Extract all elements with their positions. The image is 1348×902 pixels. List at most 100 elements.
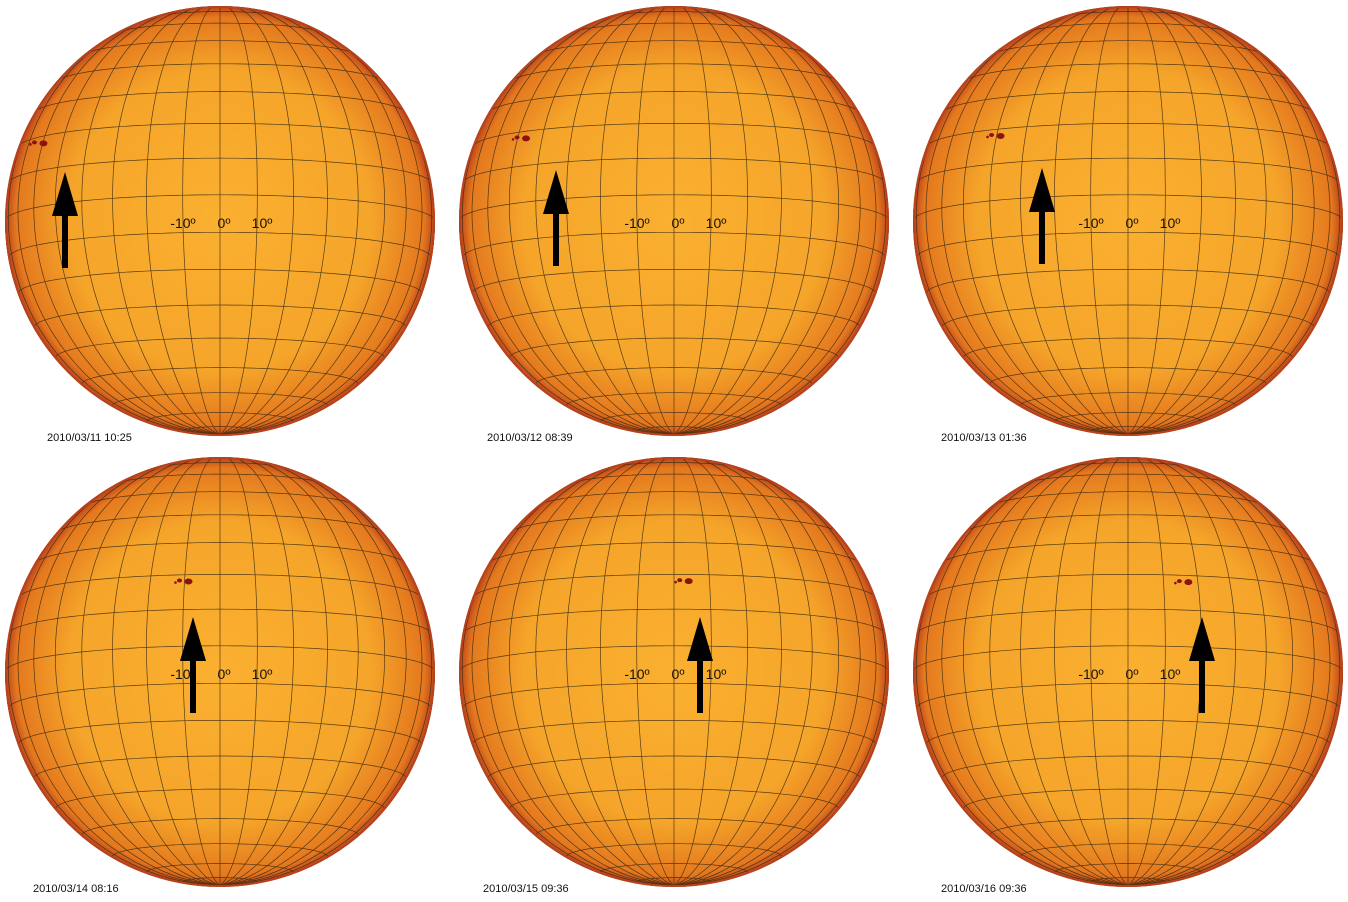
solar-limb xyxy=(913,6,1343,436)
meridian-line xyxy=(673,458,813,886)
parallel-line xyxy=(1023,22,1233,34)
longitude-label: -10º xyxy=(170,666,195,682)
sunspot xyxy=(674,580,678,584)
meridian-line xyxy=(1127,457,1236,886)
arrow-head xyxy=(1029,168,1055,212)
sunspot xyxy=(174,581,177,584)
sunspot xyxy=(684,578,693,585)
longitude-label: 10º xyxy=(706,666,727,682)
longitude-label: -10º xyxy=(624,666,649,682)
parallel-line xyxy=(916,157,1340,184)
parallel-line xyxy=(488,542,860,564)
sunspot xyxy=(989,132,995,137)
meridian-line xyxy=(1127,6,1166,435)
parallel-line xyxy=(182,426,258,433)
arrow-shaft xyxy=(1199,657,1205,713)
sunspot xyxy=(29,143,32,146)
parallel-line xyxy=(925,269,1331,295)
longitude-label: -10º xyxy=(1078,666,1103,682)
parallel-line xyxy=(7,682,433,710)
solar-disk-panel-5: -10º 0º 10º xyxy=(459,457,889,887)
parallel-line xyxy=(8,157,432,184)
solar-limb xyxy=(5,6,435,436)
meridian-line xyxy=(941,461,1129,886)
meridian-line xyxy=(1127,458,1267,886)
parallel-line xyxy=(535,367,813,388)
sunspot xyxy=(996,132,1005,139)
parallel-line xyxy=(17,269,423,295)
parallel-line xyxy=(5,645,435,673)
parallel-line xyxy=(115,22,325,34)
meridian-line xyxy=(535,458,675,886)
parallel-line xyxy=(461,231,887,259)
meridian-line xyxy=(146,6,221,435)
solar-disk-panel-6: -10º 0º 10º xyxy=(913,457,1343,887)
parallel-line xyxy=(54,337,386,360)
sunspot xyxy=(176,578,182,583)
parallel-line xyxy=(925,720,1331,746)
panel-3-timestamp: 2010/03/13 01:36 xyxy=(941,432,1027,444)
arrow-head xyxy=(1189,617,1215,661)
meridian-line xyxy=(1054,457,1129,886)
parallel-line xyxy=(462,157,886,184)
arrow-shaft xyxy=(697,657,703,713)
parallel-line xyxy=(488,91,860,113)
meridian-line xyxy=(219,7,359,435)
longitude-label: 0º xyxy=(1126,215,1139,231)
meridian-line xyxy=(673,10,861,435)
longitude-label: -10º xyxy=(1078,215,1103,231)
panel-5-timestamp: 2010/03/15 09:36 xyxy=(483,883,569,895)
meridian-line xyxy=(1020,457,1129,886)
sunspot xyxy=(39,140,48,147)
meridian-line xyxy=(1127,7,1267,435)
parallel-line xyxy=(913,645,1343,673)
meridian-line xyxy=(636,6,675,435)
solar-limb xyxy=(459,457,889,887)
meridian-line xyxy=(219,461,407,886)
parallel-line xyxy=(566,392,782,409)
meridian-line xyxy=(673,6,782,435)
meridian-line xyxy=(1127,10,1315,435)
heliographic-grid xyxy=(5,6,435,435)
parallel-line xyxy=(459,645,889,673)
parallel-line xyxy=(915,682,1341,710)
sunspot-indicator-arrow xyxy=(52,172,78,268)
meridian-line xyxy=(1127,457,1166,886)
meridian-line xyxy=(219,6,258,435)
meridian-line xyxy=(219,457,258,886)
parallel-line xyxy=(81,818,359,839)
meridian-line xyxy=(1020,6,1129,435)
longitude-label: 10º xyxy=(1160,666,1181,682)
sunspot-indicator-arrow xyxy=(180,617,206,713)
sunspot-indicator-arrow xyxy=(1189,617,1215,713)
parallel-line xyxy=(472,574,876,598)
parallel-line xyxy=(182,877,258,884)
solar-disk-panel-2: -10º 0º 10º xyxy=(459,6,889,436)
meridian-line xyxy=(535,7,675,435)
parallel-line xyxy=(600,863,748,875)
solar-disk-panel-4: -10º 0º 10º xyxy=(5,457,435,887)
parallel-line xyxy=(1054,412,1202,424)
longitude-label: 10º xyxy=(706,215,727,231)
longitude-label: 10º xyxy=(252,215,273,231)
parallel-line xyxy=(989,818,1267,839)
parallel-line xyxy=(1020,843,1236,860)
parallel-line xyxy=(5,194,435,222)
heliographic-grid xyxy=(913,6,1343,435)
parallel-line xyxy=(915,231,1341,259)
solar-disk-panel-3: -10º 0º 10º xyxy=(913,6,1343,436)
meridian-line xyxy=(112,457,221,886)
parallel-line xyxy=(34,542,406,564)
sunspot xyxy=(986,135,989,139)
parallel-line xyxy=(54,788,386,811)
meridian-line xyxy=(182,6,221,435)
meridian-line xyxy=(673,457,748,886)
parallel-line xyxy=(17,720,423,746)
parallel-line xyxy=(926,574,1330,598)
sunspot xyxy=(31,140,37,145)
meridian-line xyxy=(219,457,294,886)
parallel-line xyxy=(18,123,422,147)
meridian-line xyxy=(81,7,221,435)
parallel-line xyxy=(112,843,328,860)
